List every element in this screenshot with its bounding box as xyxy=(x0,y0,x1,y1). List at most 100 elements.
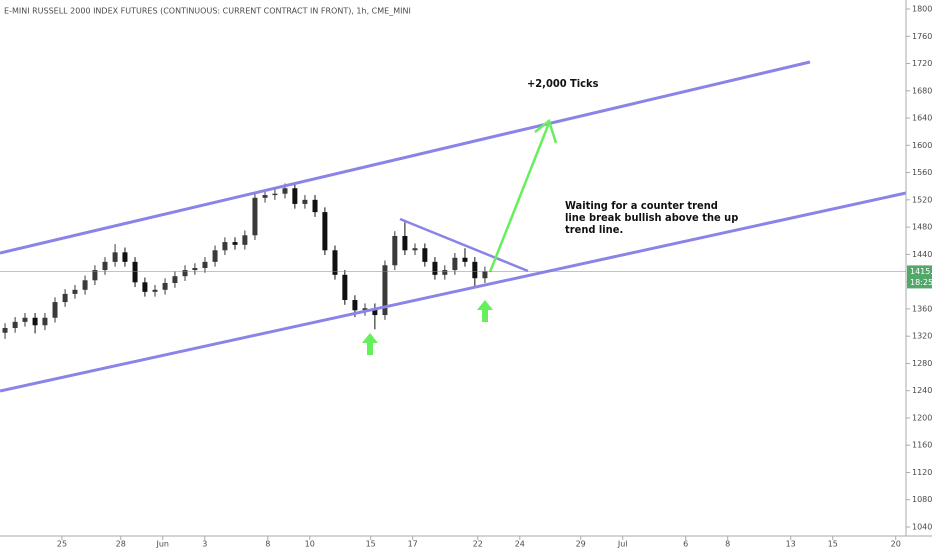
candle-body xyxy=(212,250,218,262)
candle-body xyxy=(262,195,268,198)
candle-body xyxy=(332,250,338,275)
y-tick-label: 1720.0 xyxy=(912,59,932,68)
candle-body xyxy=(82,280,88,290)
candle-body xyxy=(92,270,98,281)
y-tick-label: 1080.0 xyxy=(912,495,932,504)
candle-body xyxy=(422,248,428,262)
candle-body xyxy=(192,268,198,271)
candle-body xyxy=(482,271,488,279)
candle-body xyxy=(172,276,178,283)
y-tick-label: 1200.0 xyxy=(912,413,932,422)
x-tick-label: 8 xyxy=(265,540,270,549)
candle-body xyxy=(432,261,438,275)
countdown: 18:25 xyxy=(910,278,932,287)
x-tick-label: 28 xyxy=(116,540,126,549)
lower-channel xyxy=(0,191,907,393)
candle-body xyxy=(142,282,148,292)
x-tick-label: 20 xyxy=(891,540,901,549)
up-arrows xyxy=(362,300,493,355)
candle-body xyxy=(162,282,168,290)
candle-body xyxy=(132,261,138,283)
candle-body xyxy=(362,308,368,311)
candle-body xyxy=(242,235,248,245)
candle-body xyxy=(22,317,28,322)
x-tick-label: Jun xyxy=(156,540,170,549)
candle-body xyxy=(52,302,58,318)
x-tick-label: 6 xyxy=(683,540,688,549)
y-tick-label: 1360.0 xyxy=(912,304,932,313)
candle-body xyxy=(452,257,458,271)
price-tag-label: 1415.0 xyxy=(910,267,932,276)
candle-body xyxy=(12,321,18,328)
candle-body xyxy=(42,317,48,326)
y-tick-label: 1640.0 xyxy=(912,114,932,123)
counter-trendline xyxy=(399,217,529,273)
candle-body xyxy=(222,242,228,251)
candle-body xyxy=(282,188,288,194)
candle-body xyxy=(472,261,478,279)
candle-body xyxy=(392,235,398,266)
x-tick-label: 25 xyxy=(57,540,67,549)
y-tick-label: 1560.0 xyxy=(912,168,932,177)
x-tick-label: 15 xyxy=(828,540,838,549)
candle-body xyxy=(312,199,318,213)
x-tick-label: 22 xyxy=(473,540,483,549)
annotation: trend line. xyxy=(565,223,623,236)
candle-body xyxy=(102,261,108,271)
candle-body xyxy=(302,199,308,204)
annotation: +2,000 Ticks xyxy=(527,77,599,90)
candle-body xyxy=(442,270,448,275)
candle-body xyxy=(412,248,418,251)
annotation: Waiting for a counter trend xyxy=(565,199,718,212)
annotation: line break bullish above the up xyxy=(565,211,738,224)
y-tick-label: 1240.0 xyxy=(912,386,932,395)
candle-body xyxy=(32,317,38,326)
candle-body xyxy=(122,252,128,262)
upper-channel xyxy=(0,60,811,255)
candle-body xyxy=(292,188,298,204)
y-tick-label: 1520.0 xyxy=(912,195,932,204)
candle-body xyxy=(202,261,208,268)
candle-body xyxy=(382,265,388,316)
y-tick-label: 1760.0 xyxy=(912,32,932,41)
y-tick-label: 1120.0 xyxy=(912,468,932,477)
candle-body xyxy=(372,308,378,316)
x-tick-label: Jul xyxy=(617,540,628,549)
y-tick-label: 1800.0 xyxy=(912,4,932,13)
x-tick-label: 29 xyxy=(576,540,586,549)
candles xyxy=(2,183,488,339)
x-tick-label: 15 xyxy=(366,540,376,549)
x-tick-label: 8 xyxy=(725,540,730,549)
y-tick-label: 1160.0 xyxy=(912,441,932,450)
target-arrow xyxy=(488,118,558,273)
candle-body xyxy=(112,252,118,262)
candle-body xyxy=(182,270,188,277)
chart-title: E-MINI RUSSELL 2000 INDEX FUTURES (CONTI… xyxy=(4,7,411,16)
y-tick-label: 1040.0 xyxy=(912,523,932,532)
y-tick-label: 1600.0 xyxy=(912,141,932,150)
candle-body xyxy=(322,212,328,251)
x-tick-label: 3 xyxy=(202,540,207,549)
x-tick-label: 17 xyxy=(408,540,418,549)
y-tick-label: 1480.0 xyxy=(912,223,932,232)
candle-body xyxy=(232,242,238,245)
candle-body xyxy=(402,235,408,251)
candle-body xyxy=(272,193,278,196)
candle-body xyxy=(462,257,468,262)
price-tag xyxy=(907,265,932,289)
candle-body xyxy=(342,274,348,301)
candle-body xyxy=(252,197,258,236)
y-tick-label: 1440.0 xyxy=(912,250,932,259)
candle-body xyxy=(72,289,78,294)
candle-body xyxy=(152,289,158,292)
candle-body xyxy=(62,293,68,303)
candle-body xyxy=(2,327,8,333)
x-tick-label: 24 xyxy=(515,540,525,549)
x-tick-label: 13 xyxy=(786,540,796,549)
y-tick-label: 1320.0 xyxy=(912,332,932,341)
y-tick-label: 1280.0 xyxy=(912,359,932,368)
y-tick-label: 1680.0 xyxy=(912,86,932,95)
